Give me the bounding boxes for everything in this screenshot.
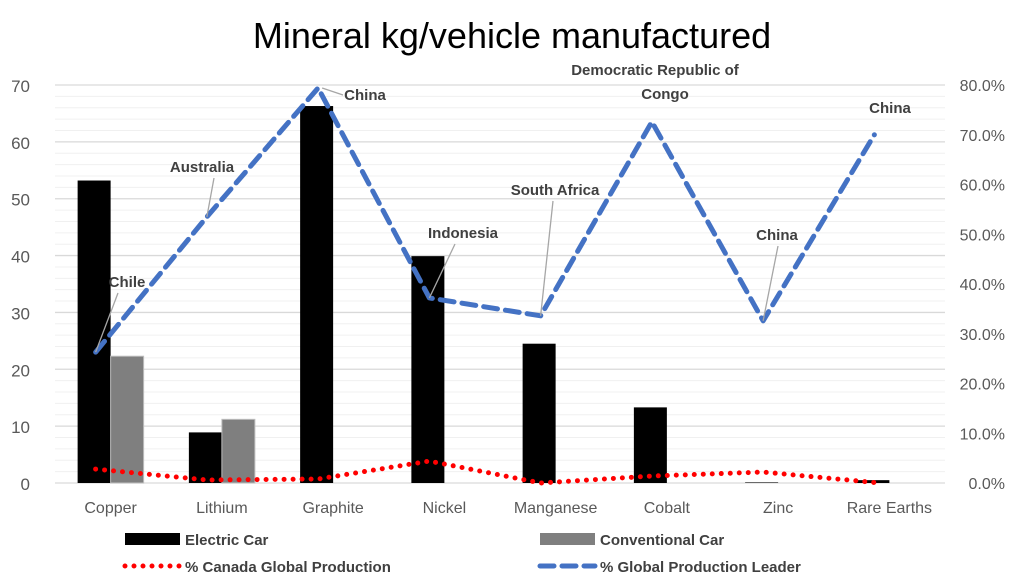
y2-tick-label: 0.0%	[969, 476, 1005, 493]
x-tick-label: Zinc	[763, 500, 793, 517]
y2-tick-label: 80.0%	[960, 78, 1005, 95]
chart-title: Mineral kg/vehicle manufactured	[253, 15, 771, 56]
bar-electric-car	[633, 407, 667, 483]
annotation-label: Democratic Republic of	[571, 62, 740, 79]
annotation-label: China	[756, 227, 798, 244]
y-tick-label: 60	[11, 134, 30, 153]
y-tick-label: 40	[11, 248, 30, 267]
y2-tick-label: 20.0%	[960, 377, 1005, 394]
bar-electric-car	[300, 106, 334, 483]
legend-label: % Global Production Leader	[600, 559, 801, 576]
annotation-leader	[428, 243, 456, 299]
bar-electric-car	[77, 180, 111, 483]
annotation-leader	[206, 177, 215, 217]
y-tick-label: 30	[11, 304, 30, 323]
legend-label: Conventional Car	[600, 532, 724, 549]
annotation-label: Chile	[109, 274, 146, 291]
x-tick-label: Nickel	[423, 500, 467, 517]
y2-tick-label: 60.0%	[960, 178, 1005, 195]
x-tick-label: Rare Earths	[847, 500, 932, 517]
x-tick-label: Lithium	[196, 500, 248, 517]
annotation-label: Indonesia	[428, 225, 499, 242]
x-tick-label: Copper	[84, 500, 137, 517]
legend-swatch	[125, 533, 180, 545]
annotation-label: South Africa	[511, 182, 600, 199]
y2-tick-label: 30.0%	[960, 327, 1005, 344]
bar-electric-car	[188, 432, 222, 483]
annotation-leader	[321, 87, 344, 96]
annotation-label: Congo	[641, 86, 688, 103]
y2-tick-label: 70.0%	[960, 128, 1005, 145]
legend-label: Electric Car	[185, 532, 269, 549]
annotation-label: China	[869, 100, 911, 117]
x-tick-label: Graphite	[302, 500, 363, 517]
bar-conventional-car	[110, 355, 145, 484]
y-tick-label: 10	[11, 418, 30, 437]
y2-tick-label: 50.0%	[960, 227, 1005, 244]
x-tick-label: Cobalt	[644, 500, 691, 517]
line-leader	[93, 85, 877, 355]
annotation-label: China	[344, 87, 386, 104]
y-tick-label: 20	[11, 361, 30, 380]
bar-conventional-car	[221, 418, 256, 484]
annotation-label: Australia	[170, 159, 235, 176]
bar-electric-car	[745, 482, 779, 483]
legend-label: % Canada Global Production	[185, 559, 391, 576]
bar-electric-car	[522, 343, 556, 483]
annotation-leader	[539, 200, 554, 316]
y-tick-label: 0	[21, 475, 30, 494]
y2-tick-label: 40.0%	[960, 277, 1005, 294]
y2-tick-label: 10.0%	[960, 426, 1005, 443]
annotation-leader	[95, 292, 119, 353]
legend-swatch	[540, 533, 595, 545]
y-tick-label: 70	[11, 77, 30, 96]
x-tick-label: Manganese	[514, 500, 598, 517]
annotation-leader	[762, 245, 779, 321]
y-tick-label: 50	[11, 191, 30, 210]
